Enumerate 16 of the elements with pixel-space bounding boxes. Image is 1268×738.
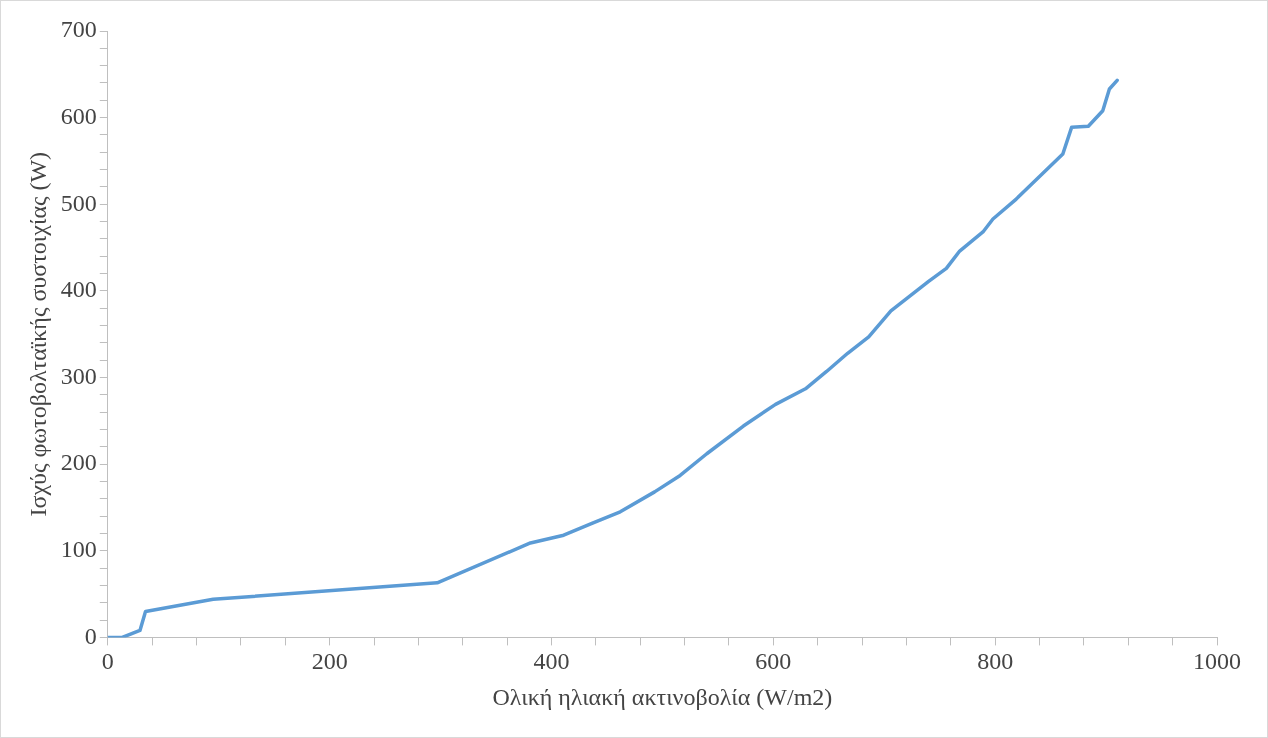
x-tick-label: 0 [101, 648, 114, 675]
y-axis-title: Ισχύς φωτοβολταϊκής συστοιχίας (W) [24, 151, 51, 517]
x-tick-label: 200 [311, 648, 348, 675]
x-axis-title: Ολική ηλιακή ακτινοβολία (W/m2) [492, 683, 833, 710]
y-tick-label: 300 [60, 362, 97, 389]
x-tick-label: 600 [755, 648, 792, 675]
y-tick-label: 200 [60, 449, 97, 476]
y-tick-label: 500 [60, 189, 97, 216]
x-tick-label: 1000 [1193, 648, 1241, 675]
y-tick-label: 600 [60, 102, 97, 129]
x-tick-label: 800 [977, 648, 1014, 675]
y-tick-label: 400 [60, 276, 97, 303]
y-tick-label: 0 [84, 622, 97, 649]
x-tick-label: 400 [533, 648, 570, 675]
y-tick-label: 100 [60, 536, 97, 563]
y-tick-label: 700 [60, 16, 97, 43]
